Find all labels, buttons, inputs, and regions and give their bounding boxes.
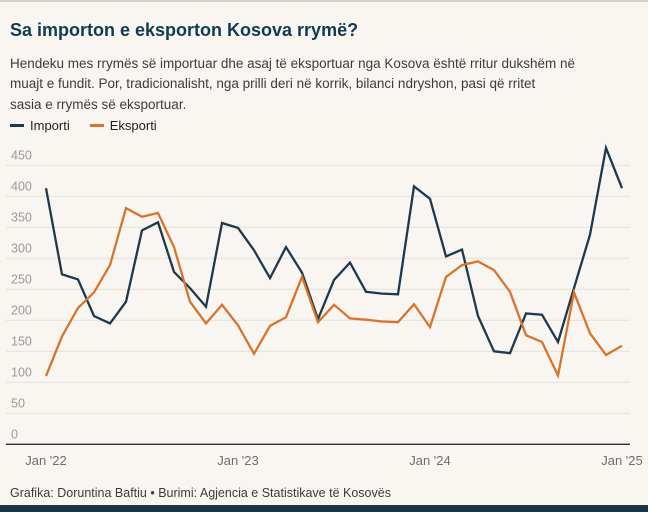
x-tick-label: Jan '25	[601, 453, 643, 468]
source-credit: Grafika: Doruntina Baftiu • Burimi: Agje…	[10, 486, 391, 500]
y-tick-label: 350	[11, 210, 32, 224]
y-tick-label: 0	[11, 427, 18, 441]
legend-item-eksporti: Eksporti	[89, 118, 157, 133]
chart-description-line: sasia e rrymës së eksportuar.	[10, 96, 187, 112]
top-divider	[0, 0, 648, 2]
chart-legend: Importi Eksporti	[10, 118, 157, 133]
y-tick-label: 400	[11, 179, 32, 193]
eksporti-swatch	[89, 124, 104, 127]
legend-label-importi: Importi	[30, 118, 70, 133]
chart-description: Hendeku mes rrymës së importuar dhe asaj…	[10, 54, 638, 116]
y-tick-label: 100	[11, 365, 32, 379]
importi-swatch	[10, 124, 24, 127]
y-tick-label: 450	[11, 148, 32, 162]
y-tick-label: 200	[11, 303, 32, 317]
bottom-brand-bar	[0, 505, 648, 512]
chart-description-line: muajt e fundit. Por, tradicionalisht, ng…	[10, 76, 536, 91]
legend-label-eksporti: Eksporti	[109, 118, 157, 133]
x-tick-label: Jan '23	[217, 453, 259, 468]
legend-item-importi: Importi	[10, 118, 70, 133]
y-tick-label: 250	[11, 272, 32, 286]
page-title: Sa importon e eksporton Kosova rrymë?	[10, 20, 359, 41]
y-tick-label: 300	[11, 241, 32, 255]
y-tick-label: 150	[11, 334, 32, 348]
x-tick-label: Jan '22	[25, 453, 67, 468]
x-tick-label: Jan '24	[409, 453, 451, 468]
eksporti-line	[44, 206, 623, 380]
chart-description-line: Hendeku mes rrymës së importuar dhe asaj…	[10, 55, 576, 71]
y-tick-label: 50	[11, 396, 25, 410]
importi-line	[44, 143, 624, 355]
